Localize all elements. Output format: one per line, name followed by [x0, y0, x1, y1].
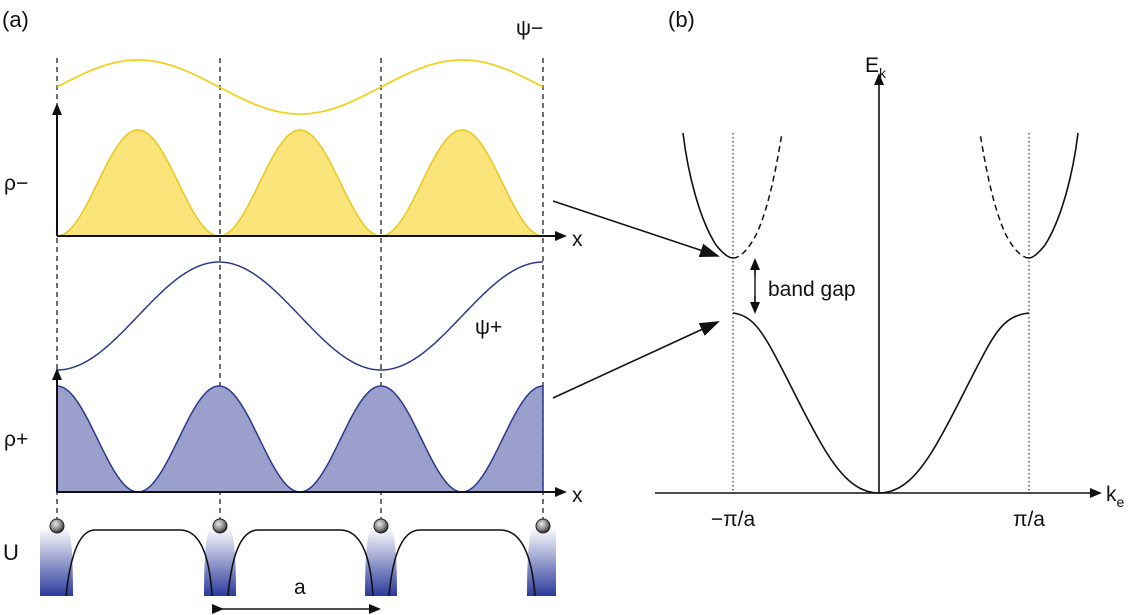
band-gap-label: band gap: [768, 278, 856, 301]
potential-label: U: [3, 540, 19, 565]
arrow-lower-to-band: [552, 321, 720, 399]
panel-a-label: (a): [2, 7, 29, 32]
lattice-constant-label: a: [294, 576, 306, 599]
psi-minus-curve: [56, 59, 544, 115]
upper-band-right-extended: [979, 132, 1030, 259]
panel-b: (b) Ek ke −π/a π/a band gap: [655, 7, 1125, 531]
psi-plus-curve: [57, 261, 543, 371]
rho-plus-label: ρ+: [4, 428, 28, 451]
psi-plus-label: ψ+: [475, 316, 502, 339]
upper-band-left: [682, 132, 734, 259]
upper-band-right: [1028, 132, 1079, 259]
tick-left-label: −π/a: [711, 508, 756, 531]
potential-wells: [40, 527, 556, 596]
lattice-guide-lines: [56, 58, 544, 522]
rho-plus-density: [56, 385, 544, 493]
arrow-upper-to-band: [552, 200, 720, 257]
lower-band: [732, 312, 1030, 494]
k-axis-label: ke: [1106, 483, 1125, 510]
panel-a: (a) ψ− ρ− x ψ+ ρ+ x: [2, 7, 583, 614]
ion-cores: [49, 518, 551, 534]
x-axis-top-label: x: [572, 228, 583, 251]
tick-right-label: π/a: [1013, 508, 1045, 531]
upper-band-left-extended: [732, 132, 783, 259]
psi-minus-label: ψ−: [516, 17, 543, 40]
panel-b-label: (b): [668, 7, 695, 32]
rho-minus-density: [57, 129, 543, 237]
energy-axis-label: Ek: [865, 54, 887, 81]
rho-minus-label: ρ−: [4, 172, 28, 195]
potential-curve: [65, 529, 536, 597]
x-axis-bottom-label: x: [572, 484, 583, 507]
zone-boundaries: [732, 133, 1030, 493]
